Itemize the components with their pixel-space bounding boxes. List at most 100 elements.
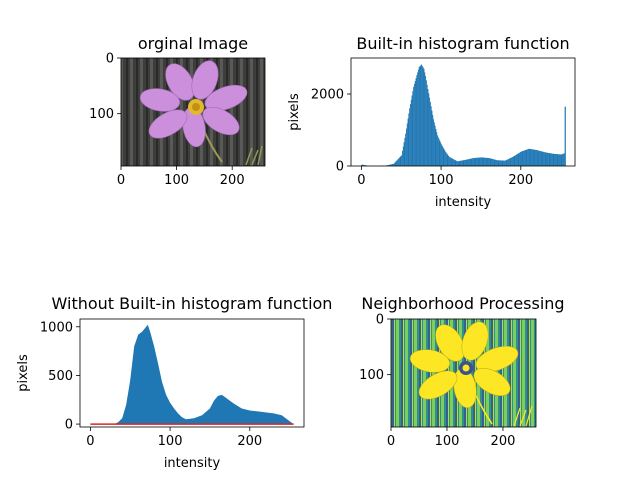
histogram-bar	[398, 158, 399, 166]
histogram-bar	[421, 65, 423, 166]
histogram-bar	[434, 125, 436, 166]
histogram-bar	[464, 159, 466, 166]
histogram-bar	[423, 68, 425, 166]
histogram-bar	[417, 72, 419, 166]
histogram-bar	[559, 154, 560, 166]
y-tick-label: 0	[65, 418, 73, 433]
histogram-bar	[465, 159, 467, 166]
histogram-bar	[409, 108, 411, 166]
histogram-bar	[444, 150, 446, 166]
histogram-bar	[483, 157, 485, 166]
histogram-bar	[400, 156, 402, 166]
histogram-bar	[508, 158, 510, 166]
histogram-bar	[548, 153, 550, 166]
histogram-bar	[547, 152, 548, 166]
histogram-bar	[501, 160, 503, 166]
y-tick-label: 0	[336, 160, 344, 175]
histogram-bar	[392, 164, 394, 166]
histogram-bar	[550, 153, 552, 166]
y-axis-label: pixels	[287, 93, 302, 131]
histogram-bar	[527, 149, 529, 166]
histogram-bar	[393, 163, 395, 166]
histogram-bar	[527, 149, 529, 166]
histogram-bar	[455, 160, 457, 166]
histogram-bar	[518, 153, 520, 166]
histogram-bar	[482, 157, 484, 166]
histogram-bar	[457, 161, 458, 166]
histogram-bar	[442, 147, 444, 166]
histogram-bar	[431, 110, 433, 166]
histogram-bar	[488, 158, 490, 166]
histogram-bar	[390, 164, 391, 166]
histogram-bar	[461, 160, 463, 166]
x-tick-label: 200	[508, 173, 533, 188]
histogram-bar	[551, 153, 553, 166]
histogram-bar	[503, 160, 505, 166]
histogram-bar	[448, 155, 450, 166]
histogram-bar	[560, 154, 562, 166]
histogram-bar	[429, 101, 431, 166]
histogram-bar	[460, 160, 462, 166]
histogram-bar	[408, 113, 410, 166]
histogram-bar	[511, 157, 513, 166]
histogram-bar	[469, 158, 471, 166]
histogram-bar	[390, 164, 392, 166]
histogram-bar	[437, 137, 439, 166]
histogram-bar	[539, 151, 541, 166]
histogram-bar	[394, 162, 395, 166]
histogram-bar	[519, 152, 521, 166]
histogram-bar	[493, 159, 495, 166]
histogram-bar	[516, 154, 517, 166]
histogram-bar	[391, 164, 393, 166]
panel-title: Without Built-in histogram function	[52, 294, 333, 313]
histogram-bar	[405, 133, 407, 166]
histogram-bar	[479, 157, 481, 166]
y-tick-label: 1000	[40, 320, 73, 335]
histogram-bar	[407, 118, 409, 166]
histogram-bar	[490, 158, 492, 166]
y-tick-label: 0	[376, 313, 384, 328]
x-tick-label: 0	[86, 434, 94, 449]
histogram-bar	[414, 81, 416, 166]
histogram-bar	[389, 164, 391, 166]
histogram-bar	[484, 157, 486, 166]
histogram-bar	[531, 149, 533, 166]
histogram-bar	[433, 122, 435, 166]
histogram-bar	[516, 154, 518, 166]
histogram-bar	[551, 153, 552, 166]
histogram-bar	[476, 157, 478, 166]
x-tick-label: 100	[164, 173, 189, 188]
histogram-bar	[412, 91, 414, 166]
histogram-bar	[453, 159, 455, 166]
histogram-bar	[429, 97, 431, 166]
histogram-bar	[461, 160, 462, 166]
histogram-bar	[542, 151, 544, 166]
processed-petals	[409, 321, 519, 409]
histogram-bar	[445, 151, 446, 166]
histogram-bar	[433, 119, 435, 166]
histogram-bar	[504, 160, 505, 166]
histogram-bar	[468, 159, 470, 166]
histogram-bar	[555, 154, 557, 166]
histogram-bar	[427, 88, 429, 166]
histogram-bar	[523, 150, 525, 166]
histogram-bar	[403, 142, 405, 166]
histogram-bar	[519, 152, 521, 166]
histogram-bar	[552, 153, 554, 166]
histogram-bar	[480, 157, 482, 166]
panel-neighborhood-processing: Neighborhood Processing 0 100 200 0 100	[359, 294, 564, 449]
histogram-bar	[424, 72, 426, 166]
histogram-bar	[528, 148, 530, 166]
histogram-bar	[398, 157, 400, 166]
histogram-bar	[404, 137, 406, 166]
histogram-bar	[532, 149, 534, 166]
x-tick-label: 0	[117, 173, 125, 188]
histogram-bar	[422, 67, 424, 166]
histogram-bar	[507, 159, 509, 166]
histogram-bar	[510, 157, 512, 166]
histogram-bar	[426, 84, 428, 166]
histogram-bar	[500, 160, 502, 166]
histogram-bar	[475, 157, 477, 166]
histogram-bar	[521, 151, 523, 166]
histogram-bar	[541, 151, 543, 166]
